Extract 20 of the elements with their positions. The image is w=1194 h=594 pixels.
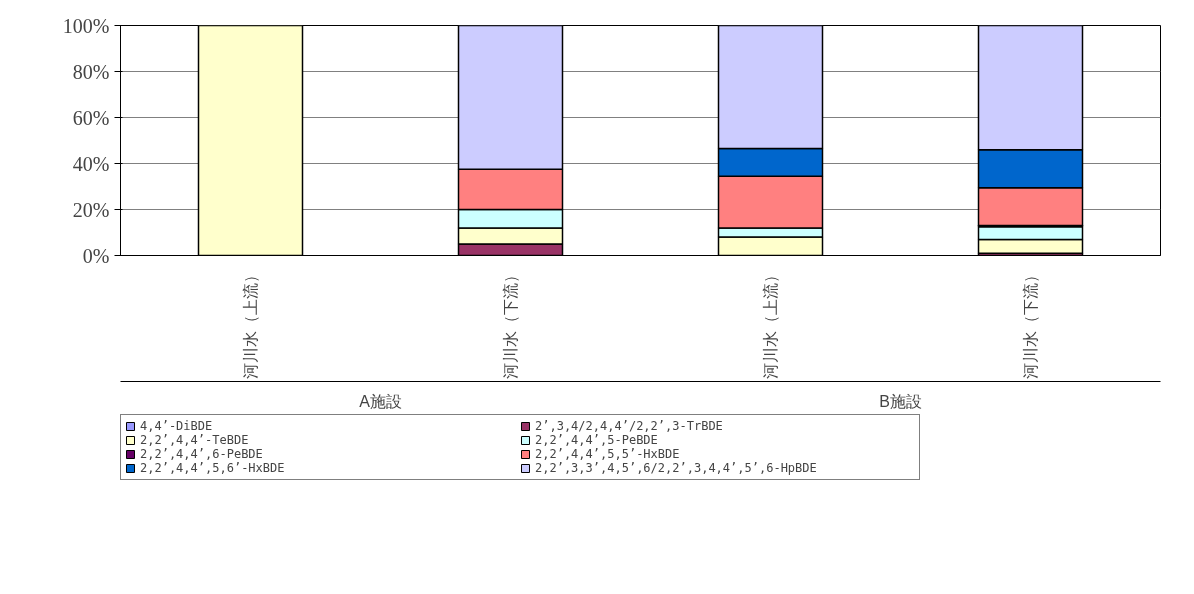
x-tick-label: 河川水（上流） xyxy=(762,266,779,379)
text: A施設 xyxy=(359,392,402,410)
text: B施設 xyxy=(879,392,922,410)
x-tick-label: 河川水（下流） xyxy=(1022,266,1039,379)
legend-label: 2,2’,4,4’,5,5’-HxBDE xyxy=(535,447,681,461)
legend-label: 2,2’,4,4’,5,6’-HxBDE xyxy=(140,461,286,475)
y-tick-label: 0% xyxy=(82,244,110,267)
y-tick-label: 100% xyxy=(62,14,110,37)
x-tick-label: 河川水（上流） xyxy=(242,266,259,379)
y-tick-label: 20% xyxy=(72,198,110,221)
legend-label: 2,2’,4,4’-TeBDE xyxy=(140,433,250,447)
legend-label: 2,2’,3,3’,4,5’,6/2,2’,3,4,4’,5’,6-HpBDE xyxy=(535,461,818,475)
y-tick-label: 40% xyxy=(72,152,110,175)
legend-label: 2’,3,4/2,4,4’/2,2’,3-TrBDE xyxy=(535,419,724,433)
y-tick-label: 60% xyxy=(72,106,110,129)
legend-label: 2,2’,4,4’,5-PeBDE xyxy=(535,433,659,447)
legend-label: 4,4’-DiBDE xyxy=(140,419,214,433)
y-tick-label: 80% xyxy=(72,60,110,83)
legend-label: 2,2’,4,4’,6-PeBDE xyxy=(140,447,264,461)
x-tick-label: 河川水（下流） xyxy=(502,266,519,379)
